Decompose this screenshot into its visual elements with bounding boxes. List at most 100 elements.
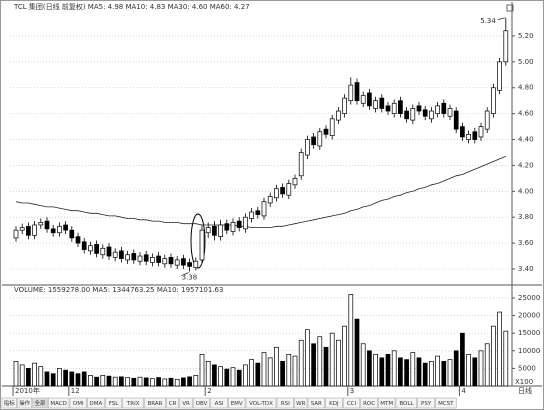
tab-label[interactable]: ASI [215,401,224,407]
tab-label[interactable]: MACD [50,401,67,407]
volume-bar [367,350,372,387]
volume-bar [75,373,81,387]
candle-body [429,110,434,120]
tab-label[interactable]: OBV [196,401,208,407]
candle-body [81,241,87,250]
tab[interactable] [435,397,457,409]
tab-label[interactable]: CR [169,401,177,407]
tab-label[interactable]: EMV [231,401,243,407]
window-icon[interactable] [506,4,514,12]
tab[interactable] [192,397,211,409]
tab-label[interactable]: BRAR [148,401,163,407]
tab[interactable] [307,397,325,409]
tab[interactable] [104,397,123,409]
tab[interactable] [417,397,435,409]
volume-bar [274,346,279,387]
tab[interactable] [294,397,308,409]
tab[interactable] [210,397,228,409]
candle-body [311,136,316,146]
candle-body [360,95,366,104]
tab[interactable] [47,397,70,409]
tab-label[interactable]: MTM [380,401,393,407]
tab[interactable] [378,397,396,409]
volume-bar [13,361,19,387]
candle-body [230,222,236,232]
candle-body [466,133,471,140]
tab-label[interactable]: RSI [281,401,290,407]
volume-bar [94,376,99,387]
candle-body [354,82,360,102]
candle-body [497,61,502,91]
tab[interactable] [179,397,193,409]
tab[interactable] [166,397,180,409]
x-tick-label: 2010年 [15,386,40,395]
tab-label[interactable]: 指标 [4,399,16,407]
candle-body [367,92,372,107]
candle-body [38,222,44,226]
volume-bar [181,377,186,387]
tab-label[interactable]: KDJ [329,401,339,407]
tab[interactable] [32,397,48,409]
volume-bar [360,343,366,387]
y-tick-label: 4.80 [518,84,534,92]
tab-label[interactable]: ROC [363,401,375,407]
candle-body [292,178,298,186]
volume-bar [218,366,223,387]
volume-bar [491,325,496,387]
tab[interactable] [325,397,343,409]
tab-label[interactable]: DMI [73,401,84,407]
candle-body [32,224,37,236]
volume-bar [298,339,304,387]
volume-bar [255,362,261,387]
tab[interactable] [276,397,294,409]
volume-bar [267,357,273,387]
tab[interactable] [17,397,33,409]
candle-body [187,262,192,267]
candle-body [298,152,304,177]
tab-label[interactable]: VOL-TDX [249,401,273,407]
tab[interactable] [122,397,144,409]
volume-bar [236,369,242,387]
tab[interactable] [245,397,277,409]
tab-label[interactable]: 操作 [19,399,31,407]
tab[interactable] [144,397,166,409]
tab-label[interactable]: BOLL [399,401,414,407]
tab[interactable] [342,397,361,409]
volume-title: VOLUME: 1559278.00 MA5: 1344763.25 MA10:… [14,286,223,294]
x-tick-label: 4 [461,387,466,395]
tab-label[interactable]: MCST [438,401,454,407]
candle-body [261,201,267,217]
volume-bar [385,353,391,387]
tab-label[interactable]: CCI [347,401,357,407]
candle-body [286,183,292,196]
candle-body [75,236,81,244]
candle-body [57,225,62,234]
candle-body [336,110,341,121]
tab-label[interactable]: 全部 [34,399,46,407]
volume-bar [379,357,385,387]
tab[interactable] [87,397,105,409]
tab[interactable] [395,397,418,409]
tab-label[interactable]: WR [296,401,305,407]
volume-bar [50,373,56,387]
volume-bar [119,376,124,387]
candle-body [453,110,459,130]
volume-bar [150,378,155,387]
tab-label[interactable]: VR [182,401,190,407]
candle-body [156,255,161,263]
candle-body [280,187,285,195]
tab-label[interactable]: SAR [311,401,322,407]
tab-label[interactable]: FSL [109,401,120,407]
tab-label[interactable]: TRIX [126,401,140,407]
tab[interactable] [360,397,378,409]
tab[interactable] [228,397,246,409]
candle-body [243,216,248,230]
tab-label[interactable]: PSY [421,401,432,407]
candle-body [329,118,335,136]
tab-label[interactable]: DMA [90,401,103,407]
candle-body [379,97,385,109]
candle-body [218,224,223,237]
tab[interactable] [1,397,17,409]
tab[interactable] [69,397,87,409]
candle-body [100,247,106,256]
